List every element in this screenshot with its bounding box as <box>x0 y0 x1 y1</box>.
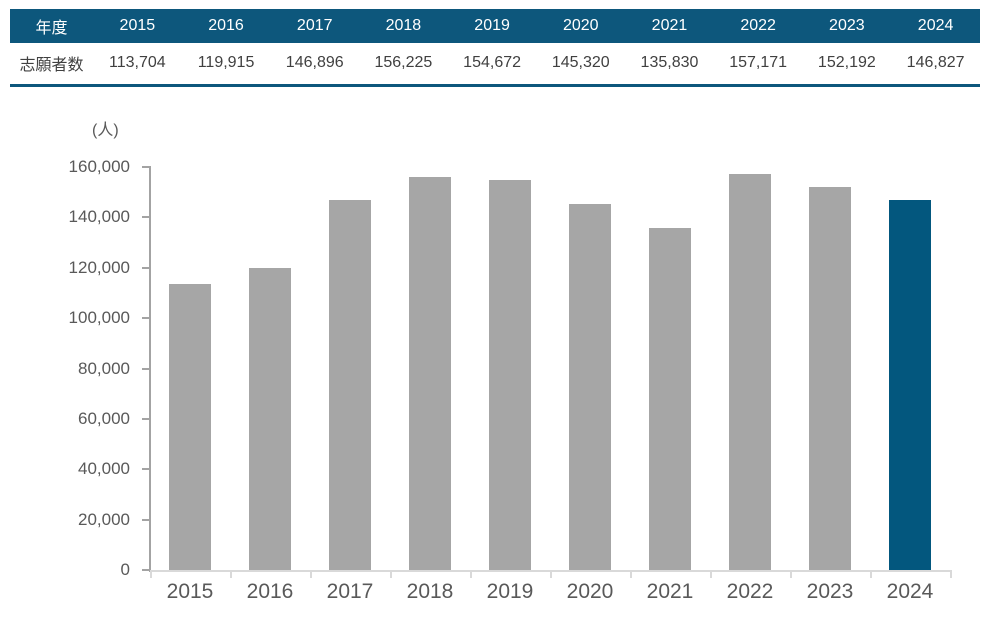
bar-2023 <box>809 187 851 570</box>
y-axis-tick-label: 0 <box>120 560 130 579</box>
bar-2016 <box>249 268 291 570</box>
x-axis-tick <box>790 572 792 578</box>
year-header-2022: 2022 <box>713 9 803 43</box>
y-axis-tick-label: 160,000 <box>68 157 130 176</box>
x-axis-label-2022: 2022 <box>726 580 774 603</box>
bar-2019 <box>489 180 531 570</box>
applicants-value-2016: 119,915 <box>181 43 271 87</box>
y-axis-tick <box>142 417 150 420</box>
x-axis-line <box>150 570 952 572</box>
x-axis-tick <box>230 572 232 578</box>
y-axis-tick <box>142 367 150 370</box>
applicants-table: 年度 2015 2016 2017 2018 2019 2020 2021 2022 2023 2… <box>10 9 980 87</box>
year-header-2017: 2017 <box>270 9 360 43</box>
x-axis-tick <box>950 572 952 578</box>
applicants-value-2022: 157,171 <box>713 43 803 87</box>
y-axis-tick <box>142 518 150 521</box>
x-axis-tick <box>710 572 712 578</box>
x-axis-tick <box>310 572 312 578</box>
bar-2020 <box>569 204 611 570</box>
x-axis-label-2024: 2024 <box>886 580 934 603</box>
x-axis-label-2021: 2021 <box>646 580 694 603</box>
x-axis-label-2020: 2020 <box>566 580 614 603</box>
y-axis-tick <box>142 317 150 320</box>
y-axis-tick-label: 100,000 <box>68 308 130 328</box>
x-axis-tick <box>150 572 152 578</box>
table-header-row: 年度 2015 2016 2017 2018 2019 2020 2021 2022 2023 2… <box>10 9 980 43</box>
bar-2015 <box>169 284 211 570</box>
x-axis-tick <box>390 572 392 578</box>
applicants-value-2018: 156,225 <box>359 43 448 87</box>
applicants-value-2019: 154,672 <box>447 43 537 87</box>
applicants-value-2023: 152,192 <box>802 43 892 87</box>
y-axis-tick-label: 140,000 <box>68 207 130 227</box>
y-axis-unit-label: (人) <box>92 122 119 139</box>
y-axis-tick <box>142 266 150 269</box>
applicants-value-2015: 113,704 <box>93 43 182 87</box>
year-header-2020: 2020 <box>536 9 626 43</box>
y-axis-line <box>149 166 151 572</box>
y-axis-tick-label: 20,000 <box>78 509 130 529</box>
year-header-2021: 2021 <box>625 9 714 43</box>
x-axis-tick <box>630 572 632 578</box>
applicants-value-2020: 145,320 <box>536 43 626 87</box>
year-header-2015: 2015 <box>93 9 182 43</box>
bar-2017 <box>329 200 371 570</box>
table-header-label: 年度 <box>10 9 93 43</box>
bar-2022 <box>729 174 771 570</box>
y-axis-tick-label: 40,000 <box>78 459 130 479</box>
applicants-value-2017: 146,896 <box>270 43 360 87</box>
applicants-value-2021: 135,830 <box>625 43 714 87</box>
y-axis-tick <box>142 569 150 571</box>
bar-2018 <box>409 177 451 570</box>
bar-2024 <box>889 200 931 570</box>
year-header-2023: 2023 <box>802 9 892 43</box>
table-row-label: 志願者数 <box>10 43 93 87</box>
table-data-row: 志願者数 113,704 119,915 146,896 156,225 154,672… <box>10 43 980 87</box>
x-axis-label-2018: 2018 <box>406 580 454 603</box>
y-axis-tick-label: 60,000 <box>78 408 130 428</box>
year-header-2024: 2024 <box>891 9 980 43</box>
x-axis-label-2023: 2023 <box>806 580 854 603</box>
x-axis-tick <box>470 572 472 578</box>
x-axis-label-2015: 2015 <box>166 580 214 603</box>
x-axis-label-2019: 2019 <box>486 580 534 603</box>
applicants-bar-chart: (人) 0 20,000 40,000 60,000 80,000 100,000 120,… <box>0 100 990 617</box>
y-axis-tick <box>142 216 150 219</box>
x-axis-label-2017: 2017 <box>326 580 374 603</box>
x-axis-tick <box>550 572 552 578</box>
y-axis-tick-label: 80,000 <box>78 358 130 378</box>
x-axis-label-2016: 2016 <box>246 580 294 603</box>
y-axis-tick <box>142 166 150 168</box>
y-axis-tick-label: 120,000 <box>68 257 130 277</box>
applicants-value-2024: 146,827 <box>891 43 980 87</box>
year-header-2018: 2018 <box>359 9 448 43</box>
x-axis-tick <box>870 572 872 578</box>
y-axis-tick <box>142 468 150 471</box>
bar-2021 <box>649 228 691 570</box>
year-header-2019: 2019 <box>447 9 537 43</box>
year-header-2016: 2016 <box>181 9 271 43</box>
